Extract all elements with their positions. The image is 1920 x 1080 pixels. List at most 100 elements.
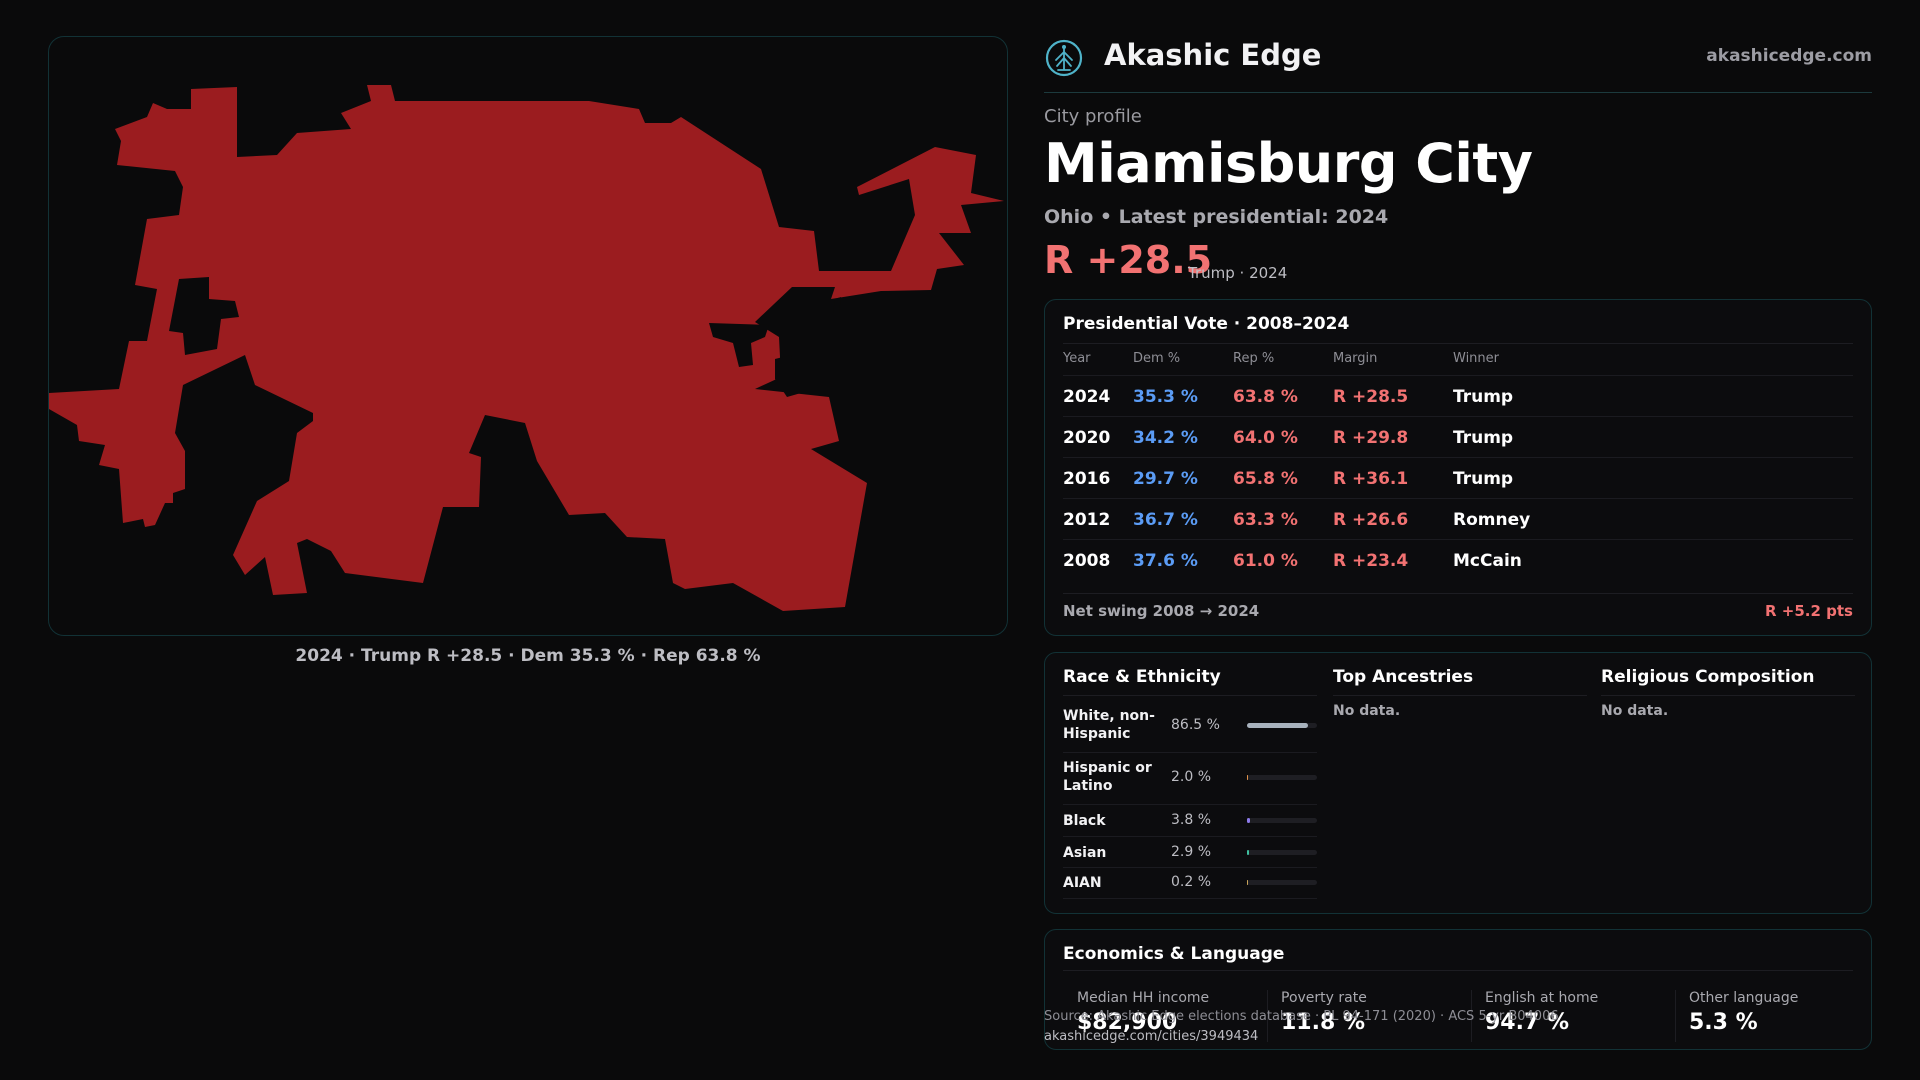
cell-dem: 36.7 % <box>1133 510 1198 530</box>
cell-winner: Romney <box>1453 510 1531 530</box>
net-swing-value: R +5.2 pts <box>1765 602 1853 620</box>
stat-label: Other language <box>1689 990 1799 1006</box>
stat-value: 5.3 % <box>1689 1010 1758 1035</box>
divider <box>1675 990 1676 1042</box>
stat-poverty-rate: Poverty rate 11.8 % <box>1281 990 1471 1035</box>
cell-winner: McCain <box>1453 551 1522 571</box>
cell-dem: 37.6 % <box>1133 551 1198 571</box>
divider <box>1063 343 1853 344</box>
race-bar-fill <box>1247 880 1249 885</box>
econ-title: Economics & Language <box>1063 944 1285 964</box>
map-hole <box>833 297 841 313</box>
stat-value: 94.7 % <box>1485 1010 1569 1035</box>
brand-site-link[interactable]: akashicedge.com <box>1706 46 1872 66</box>
cell-rep: 63.8 % <box>1233 387 1298 407</box>
headline-margin: R +28.5 <box>1044 238 1213 282</box>
table-row: 2020 34.2 % 64.0 % R +29.8 Trump <box>1063 416 1853 457</box>
race-label: Black <box>1063 813 1106 829</box>
demographics-card: Race & Ethnicity White, non-Hispanic 86.… <box>1044 652 1872 914</box>
headline-margin-note: Trump · 2024 <box>1188 264 1288 282</box>
cell-year: 2012 <box>1063 510 1111 530</box>
race-value: 86.5 % <box>1171 717 1220 733</box>
race-label: AIAN <box>1063 875 1102 891</box>
race-bar-fill <box>1247 850 1250 855</box>
cell-rep: 65.8 % <box>1233 469 1298 489</box>
race-label: White, non-Hispanic <box>1063 708 1155 742</box>
cell-dem: 34.2 % <box>1133 428 1198 448</box>
cell-year: 2024 <box>1063 387 1111 407</box>
map-hole <box>775 355 801 397</box>
presidential-vote-card: Presidential Vote · 2008–2024 Year Dem %… <box>1044 299 1872 636</box>
race-bar-fill <box>1247 723 1308 728</box>
map-hole <box>169 277 239 355</box>
race-bar-fill <box>1247 818 1250 823</box>
economics-card: Economics & Language Median HH income $8… <box>1044 929 1872 1050</box>
cell-rep: 64.0 % <box>1233 428 1298 448</box>
race-bar-track <box>1247 850 1317 855</box>
ancestry-title: Top Ancestries <box>1333 667 1474 687</box>
race-bar-track <box>1247 775 1317 780</box>
page-title: Miamisburg City <box>1044 132 1533 195</box>
race-bar-track <box>1247 818 1317 823</box>
divider <box>1063 695 1317 696</box>
cell-rep: 63.3 % <box>1233 510 1298 530</box>
cell-margin: R +23.4 <box>1333 551 1409 571</box>
net-swing-label: Net swing 2008 → 2024 <box>1063 602 1260 620</box>
divider <box>1333 695 1587 696</box>
source-footer: Source: Akashic Edge elections database … <box>1044 1007 1559 1047</box>
divider <box>1601 695 1855 696</box>
stat-other-language: Other language 5.3 % <box>1689 990 1879 1035</box>
cell-rep: 61.0 % <box>1233 551 1298 571</box>
stat-median-income: Median HH income $82,900 <box>1077 990 1267 1035</box>
race-bar-track <box>1247 880 1317 885</box>
race-row: Black 3.8 % <box>1063 805 1317 837</box>
cell-year: 2020 <box>1063 428 1111 448</box>
col-header-winner: Winner <box>1453 351 1500 366</box>
table-row: 2024 35.3 % 63.8 % R +28.5 Trump <box>1063 375 1853 416</box>
cell-dem: 29.7 % <box>1133 469 1198 489</box>
race-value: 0.2 % <box>1171 874 1212 890</box>
cell-margin: R +29.8 <box>1333 428 1409 448</box>
source-url-link[interactable]: akashicedge.com/cities/3949434 <box>1044 1029 1259 1044</box>
cell-winner: Trump <box>1453 469 1514 489</box>
race-label: Asian <box>1063 845 1107 861</box>
profile-eyebrow: City profile <box>1044 106 1142 127</box>
table-row: 2012 36.7 % 63.3 % R +26.6 Romney <box>1063 498 1853 539</box>
profile-meta: Ohio • Latest presidential: 2024 <box>1044 206 1389 228</box>
race-value: 3.8 % <box>1171 812 1212 828</box>
cell-margin: R +28.5 <box>1333 387 1409 407</box>
cell-dem: 35.3 % <box>1133 387 1198 407</box>
ancestry-empty: No data. <box>1333 703 1401 719</box>
vote-card-title: Presidential Vote · 2008–2024 <box>1063 314 1350 334</box>
city-boundary-shape <box>49 85 1004 611</box>
city-boundary-map <box>48 36 1008 636</box>
col-header-dem: Dem % <box>1133 351 1181 366</box>
divider <box>1471 990 1472 1042</box>
akashic-tree-logo-icon <box>1045 39 1083 77</box>
race-row: Hispanic or Latino 2.0 % <box>1063 753 1317 805</box>
stat-value: 11.8 % <box>1281 1010 1365 1035</box>
race-row: Asian 2.9 % <box>1063 837 1317 868</box>
cell-winner: Trump <box>1453 387 1514 407</box>
brand-name: Akashic Edge <box>1104 38 1322 72</box>
table-row: 2008 37.6 % 61.0 % R +23.4 McCain <box>1063 539 1853 580</box>
city-boundary-polygon <box>49 85 1004 611</box>
map-hole <box>709 323 769 367</box>
religion-title: Religious Composition <box>1601 667 1815 687</box>
race-row: AIAN 0.2 % <box>1063 868 1317 899</box>
cell-margin: R +26.6 <box>1333 510 1409 530</box>
race-label: Hispanic or Latino <box>1063 760 1152 794</box>
col-header-rep: Rep % <box>1233 351 1275 366</box>
race-row: White, non-Hispanic 86.5 % <box>1063 703 1317 753</box>
source-text: Source: Akashic Edge elections database … <box>1044 1009 1559 1024</box>
race-value: 2.0 % <box>1171 769 1212 785</box>
col-header-margin: Margin <box>1333 351 1378 366</box>
map-caption: 2024 · Trump R +28.5 · Dem 35.3 % · Rep … <box>295 646 761 666</box>
race-bar-fill <box>1247 775 1249 780</box>
divider <box>1063 970 1853 971</box>
stat-label: Median HH income <box>1077 990 1210 1006</box>
race-bar-track <box>1247 723 1317 728</box>
brand-header: Akashic Edge akashicedge.com <box>1044 36 1872 93</box>
race-title: Race & Ethnicity <box>1063 667 1221 687</box>
col-header-year: Year <box>1063 351 1091 366</box>
